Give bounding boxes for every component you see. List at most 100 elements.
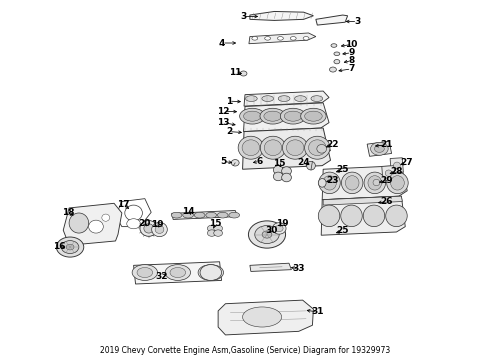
Ellipse shape [242,140,260,156]
Ellipse shape [194,212,205,218]
Ellipse shape [207,230,216,236]
Ellipse shape [282,173,292,182]
Ellipse shape [155,226,164,233]
Polygon shape [369,175,383,190]
Text: 8: 8 [348,56,355,65]
Ellipse shape [286,140,304,156]
Text: 27: 27 [400,158,413,167]
Ellipse shape [218,212,228,218]
Polygon shape [250,263,292,271]
Polygon shape [116,199,151,226]
Ellipse shape [252,37,258,40]
Polygon shape [243,128,331,169]
Ellipse shape [307,161,316,170]
Text: 29: 29 [380,176,393,185]
Ellipse shape [273,166,283,174]
Ellipse shape [387,172,408,194]
Ellipse shape [238,136,264,159]
Text: 19: 19 [151,220,163,229]
Polygon shape [248,162,257,165]
Ellipse shape [303,37,309,40]
Ellipse shape [152,222,167,237]
Ellipse shape [342,172,363,194]
Text: 2: 2 [226,127,232,136]
Ellipse shape [265,37,270,40]
Text: 15: 15 [273,159,286,168]
Ellipse shape [318,179,326,187]
Ellipse shape [248,221,286,248]
Text: 18: 18 [62,208,74,217]
Ellipse shape [200,265,221,280]
Ellipse shape [311,96,323,102]
Text: 3: 3 [241,12,246,21]
Ellipse shape [318,205,340,226]
Text: 22: 22 [327,140,339,149]
Ellipse shape [240,108,265,124]
Ellipse shape [373,179,380,186]
Text: 20: 20 [139,219,151,228]
Ellipse shape [363,205,385,226]
Ellipse shape [282,136,308,159]
Ellipse shape [317,144,327,153]
Ellipse shape [171,212,182,218]
Polygon shape [316,15,347,25]
Ellipse shape [229,212,240,218]
Text: 24: 24 [297,158,310,167]
Ellipse shape [282,167,292,175]
Ellipse shape [331,44,337,47]
Ellipse shape [207,225,216,231]
Text: 23: 23 [327,176,339,185]
Ellipse shape [277,37,283,40]
Ellipse shape [260,108,285,124]
Ellipse shape [61,240,79,253]
Text: 2019 Chevy Corvette Engine Asm,Gasoline (Service) Diagram for 19329973: 2019 Chevy Corvette Engine Asm,Gasoline … [100,346,390,355]
Ellipse shape [345,176,359,190]
Polygon shape [390,158,403,173]
Polygon shape [313,144,331,153]
Polygon shape [250,12,314,21]
Ellipse shape [183,212,194,218]
Ellipse shape [170,267,186,278]
Ellipse shape [330,67,336,72]
Ellipse shape [132,265,158,280]
Ellipse shape [144,224,154,233]
Ellipse shape [364,172,386,194]
Text: 1: 1 [226,96,232,105]
Ellipse shape [272,223,286,234]
Ellipse shape [69,213,89,233]
Ellipse shape [231,159,239,166]
Text: 25: 25 [337,226,349,235]
Ellipse shape [391,176,404,190]
Text: 19: 19 [276,219,289,228]
Text: 13: 13 [217,118,230,127]
Ellipse shape [165,265,191,280]
Ellipse shape [245,96,257,102]
Ellipse shape [264,140,282,156]
Text: 7: 7 [348,64,355,73]
Text: 12: 12 [217,107,230,116]
Ellipse shape [264,111,281,121]
Ellipse shape [262,231,272,238]
Ellipse shape [262,96,273,102]
Ellipse shape [125,205,143,221]
Ellipse shape [273,172,283,181]
Polygon shape [382,166,395,181]
Ellipse shape [341,205,362,226]
Text: 9: 9 [348,48,355,57]
Ellipse shape [140,221,158,236]
Ellipse shape [244,111,261,121]
Polygon shape [63,203,122,245]
Ellipse shape [305,136,330,159]
Text: 31: 31 [311,307,323,316]
Polygon shape [321,196,405,235]
Text: 15: 15 [209,219,222,228]
Text: 11: 11 [229,68,242,77]
Ellipse shape [334,59,340,64]
Ellipse shape [290,37,296,40]
Text: 33: 33 [293,265,305,274]
Ellipse shape [240,71,247,76]
Text: 32: 32 [156,271,168,280]
Ellipse shape [305,111,322,121]
Ellipse shape [206,212,217,218]
Ellipse shape [386,205,407,226]
